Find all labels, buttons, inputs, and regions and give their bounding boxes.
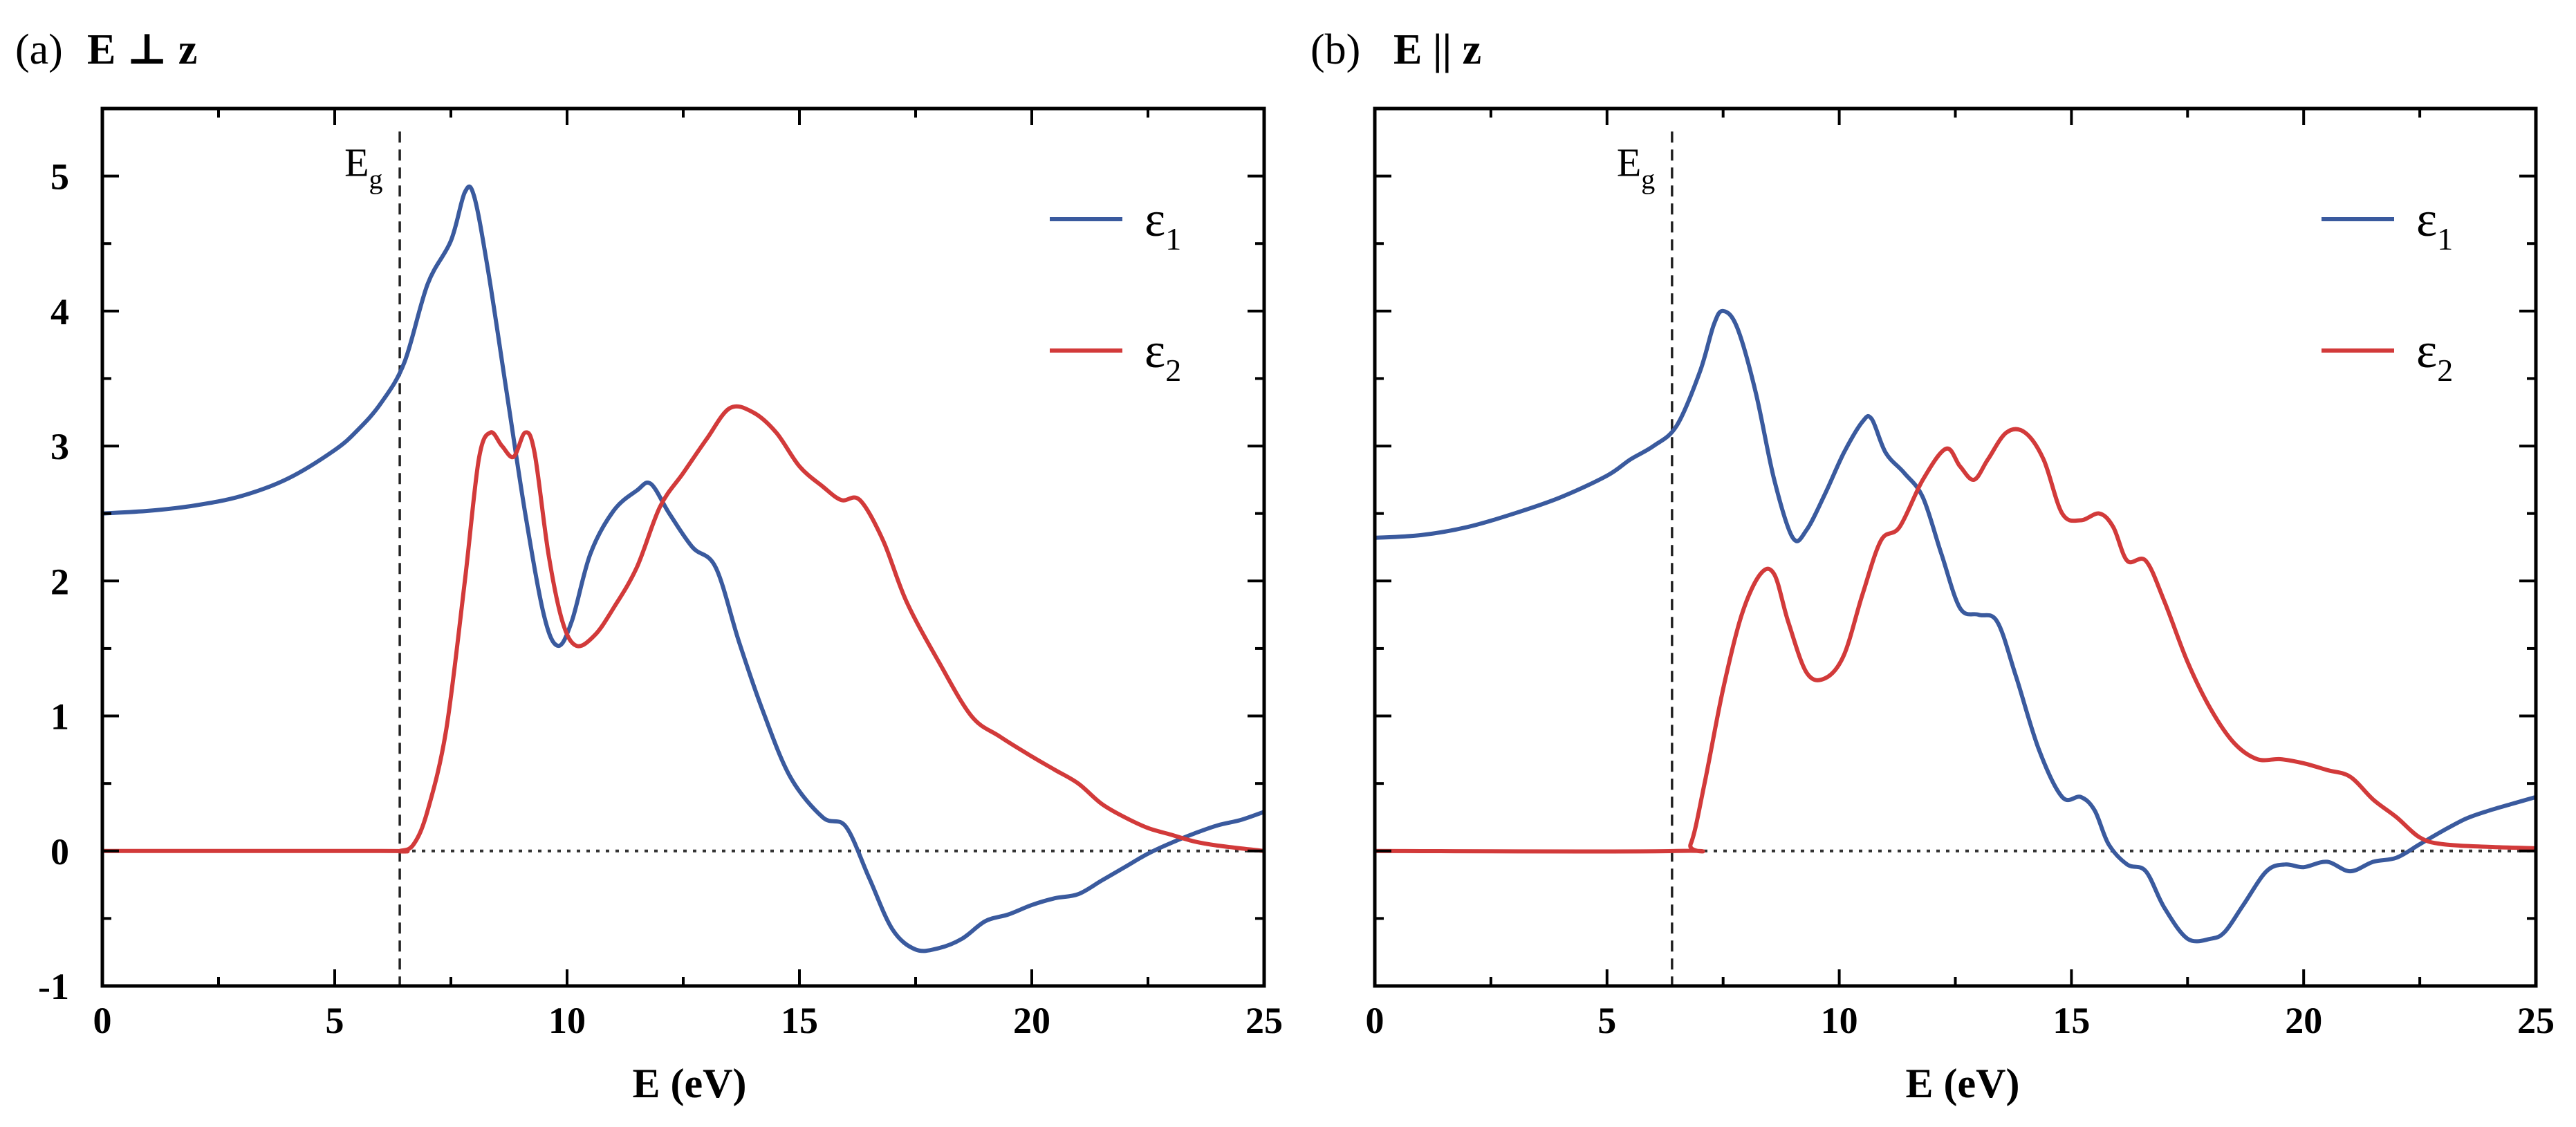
x-tick-label: 0 — [1366, 1000, 1384, 1041]
panel-b-xlabel: E (eV) — [1906, 1061, 2020, 1106]
plot-frame — [1373, 106, 2538, 988]
x-tick-label: 15 — [2053, 1000, 2090, 1041]
panel-b-title: E || z — [1393, 26, 1481, 73]
legend-label-eps1: ε1 — [2416, 192, 2453, 257]
y-tick-label: 5 — [50, 156, 69, 198]
y-tick-label: 0 — [50, 831, 69, 873]
series-line-eps2 — [1375, 427, 2536, 854]
bandgap-label: Eg — [1617, 140, 1655, 195]
x-tick-label: 10 — [548, 1000, 586, 1041]
x-tick-label: 5 — [326, 1000, 344, 1041]
x-tick-label: 0 — [93, 1000, 112, 1041]
legend-label-eps1: ε1 — [1145, 192, 1181, 257]
panel-a: (a) E ⊥ z Eg 0 5 10 15 20 25 -1 0 1 2 3 4 5 ε1 ε2 E (eV… — [15, 26, 1283, 1106]
panel-b-label: (b) — [1310, 26, 1360, 73]
y-tick-label: 4 — [50, 291, 69, 333]
x-tick-label: 25 — [2517, 1000, 2555, 1041]
panel-a-label: (a) — [15, 26, 63, 73]
x-tick-label: 25 — [1245, 1000, 1283, 1041]
panel-a-plot: Eg 0 5 10 15 20 25 -1 0 1 2 3 4 5 ε1 ε2 — [38, 106, 1283, 1041]
panel-a-xlabel: E (eV) — [633, 1061, 747, 1106]
y-tick-label: 2 — [50, 561, 69, 602]
bandgap-label: Eg — [344, 140, 382, 195]
series-line-eps1 — [102, 184, 1264, 953]
panel-a-title: E ⊥ z — [87, 26, 197, 73]
y-tick-label: 3 — [50, 426, 69, 467]
x-tick-label: 5 — [1597, 1000, 1616, 1041]
plot-frame — [100, 106, 1266, 988]
panel-b: (b) E || z Eg 0 5 10 15 20 25 ε1 ε2 E (eV) — [1310, 26, 2555, 1106]
series-line-eps2 — [102, 404, 1264, 854]
panel-b-plot: Eg 0 5 10 15 20 25 ε1 ε2 — [1366, 106, 2555, 1041]
x-tick-label: 10 — [1821, 1000, 1858, 1041]
legend-label-eps2: ε2 — [2416, 323, 2453, 388]
series-line-eps1 — [1375, 308, 2536, 944]
legend-label-eps2: ε2 — [1145, 323, 1181, 388]
x-tick-label: 15 — [781, 1000, 818, 1041]
x-tick-label: 20 — [1013, 1000, 1050, 1041]
x-tick-label: 20 — [2285, 1000, 2322, 1041]
y-tick-label: 1 — [50, 696, 69, 738]
y-tick-label: -1 — [38, 966, 69, 1007]
